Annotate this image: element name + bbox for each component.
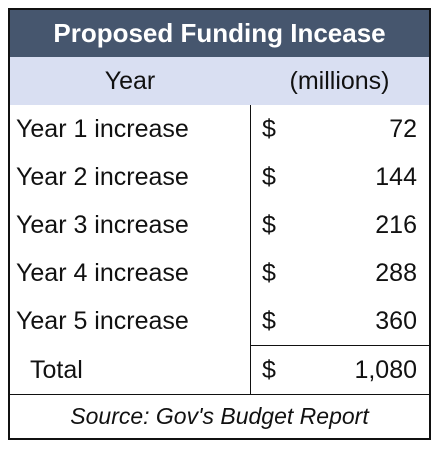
row-label: Year 4 increase: [16, 258, 189, 287]
total-row: Total $ 1,080: [10, 346, 429, 394]
row-value: 72: [389, 114, 417, 143]
table-row: Year 3 increase $ 216: [10, 201, 429, 249]
currency-symbol: $: [262, 355, 276, 384]
source-note: Source: Gov's Budget Report: [70, 403, 369, 429]
currency-symbol: $: [262, 114, 276, 143]
row-value: 144: [375, 162, 417, 191]
table-row: Year 1 increase $ 72: [10, 105, 429, 153]
currency-symbol: $: [262, 258, 276, 287]
row-value: 288: [375, 258, 417, 287]
table-row: Year 5 increase $ 360: [10, 297, 429, 345]
table-row: Year 4 increase $ 288: [10, 249, 429, 297]
column-header-millions: (millions): [289, 66, 390, 95]
row-label: Year 1 increase: [16, 114, 189, 143]
row-label: Year 2 increase: [16, 162, 189, 191]
row-value: 216: [375, 210, 417, 239]
table-row: Year 2 increase $ 144: [10, 153, 429, 201]
funding-table: Proposed Funding Incease Year (millions)…: [8, 8, 431, 440]
row-value: 360: [375, 306, 417, 335]
column-divider: [250, 105, 251, 394]
currency-symbol: $: [262, 306, 276, 335]
column-header-year: Year: [104, 66, 156, 95]
total-label: Total: [30, 355, 83, 384]
currency-symbol: $: [262, 210, 276, 239]
source-divider: [10, 394, 429, 395]
table-header: Year (millions): [10, 57, 429, 105]
row-label: Year 5 increase: [16, 306, 189, 335]
total-divider: [250, 345, 429, 346]
currency-symbol: $: [262, 162, 276, 191]
row-label: Year 3 increase: [16, 210, 189, 239]
table-title: Proposed Funding Incease: [10, 10, 429, 57]
total-value: 1,080: [354, 355, 417, 384]
